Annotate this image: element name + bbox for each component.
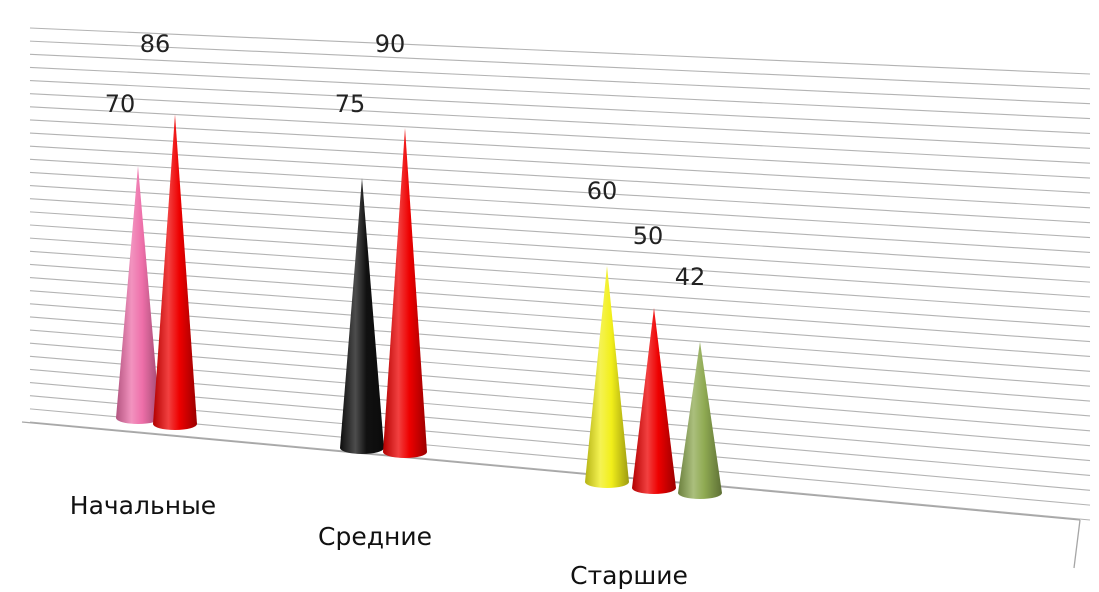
gridline xyxy=(29,27,1091,75)
gridline xyxy=(29,106,1091,164)
data-label: 75 xyxy=(335,90,366,118)
gridlines xyxy=(29,27,1091,521)
gridline xyxy=(29,408,1091,506)
floor-back-edge xyxy=(21,421,1081,521)
data-label: 42 xyxy=(675,263,706,291)
cone-0-0 xyxy=(116,166,160,424)
category-label: Начальные xyxy=(70,491,216,520)
data-label: 60 xyxy=(587,177,618,205)
gridline xyxy=(29,342,1091,432)
gridline xyxy=(29,276,1091,358)
gridline xyxy=(29,158,1091,224)
category-label: Средние xyxy=(318,522,432,551)
gridline xyxy=(29,93,1091,149)
gridline xyxy=(29,250,1091,328)
data-label: 50 xyxy=(633,222,664,250)
gridline xyxy=(29,53,1091,105)
gridline xyxy=(29,66,1091,120)
cone-1-0 xyxy=(340,178,384,454)
data-label: 70 xyxy=(105,90,136,118)
gridline xyxy=(29,185,1091,253)
gridline xyxy=(29,329,1091,417)
gridline xyxy=(29,290,1091,372)
cone-0-1 xyxy=(153,114,197,431)
gridline xyxy=(29,211,1091,283)
gridline xyxy=(29,395,1091,491)
category-label: Старшие xyxy=(570,561,688,590)
gridline xyxy=(29,79,1091,135)
gridline xyxy=(29,171,1091,239)
gridline xyxy=(29,263,1091,343)
gridline xyxy=(29,119,1091,179)
cone-2-1 xyxy=(632,308,676,494)
category-labels: Начальные Средние Старшие xyxy=(70,491,688,590)
cone-1-1 xyxy=(383,128,427,458)
data-label: 90 xyxy=(375,30,406,58)
cone-2-2 xyxy=(678,341,722,499)
gridline xyxy=(29,40,1091,90)
gridline xyxy=(29,132,1091,194)
gridline xyxy=(29,198,1091,268)
cone-2-0 xyxy=(585,266,629,488)
cones xyxy=(116,114,722,499)
gridline xyxy=(29,303,1091,387)
chart-frame xyxy=(21,421,1081,569)
data-label: 86 xyxy=(140,30,171,58)
gridline xyxy=(29,316,1091,402)
gridline xyxy=(29,368,1091,462)
data-labels: 70 86 75 90 60 50 42 xyxy=(105,30,706,291)
gridline xyxy=(29,421,1091,521)
gridline xyxy=(29,145,1091,209)
floor-corner-edge xyxy=(1073,519,1081,569)
gridline xyxy=(29,382,1091,476)
gridline xyxy=(29,355,1091,447)
gridline xyxy=(29,237,1091,313)
gridline xyxy=(29,224,1091,298)
